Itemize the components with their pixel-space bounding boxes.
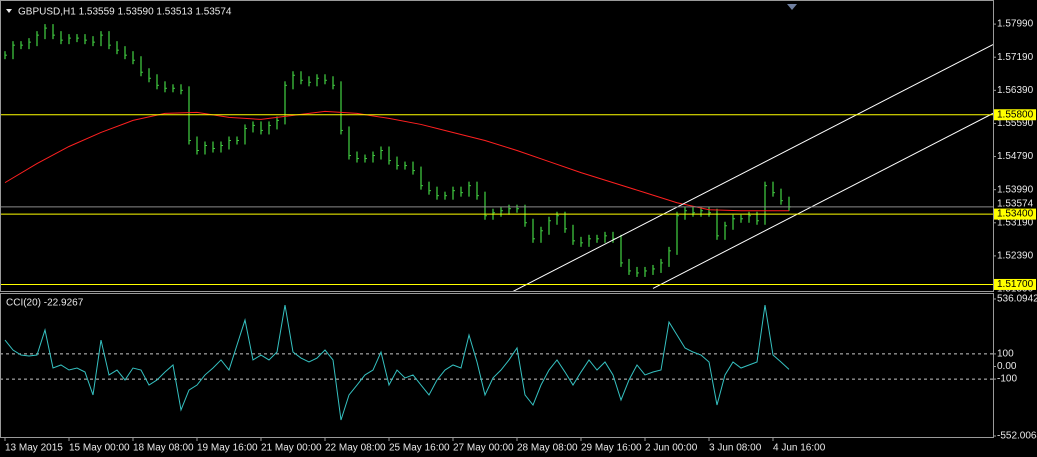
x-tick-label: 18 May 08:00: [133, 443, 194, 454]
y-tick-label: 536.0942: [997, 294, 1037, 305]
x-tick-label: 27 May 00:00: [453, 443, 514, 454]
y-tick-label: 0.00: [997, 361, 1017, 372]
x-tick-label: 13 May 2015: [5, 443, 63, 454]
level-label-box: [994, 208, 1036, 220]
level-label: 1.53400: [997, 209, 1034, 220]
axes: 1.57990 1.57190 1.56390 1.55590 1.54790 1.539…: [4, 19, 1037, 454]
main-plot: [1, 24, 993, 291]
y-tick-label: -552.0064: [997, 431, 1037, 442]
indicator-title: CCI(20) -22.9267: [6, 298, 84, 309]
chart-title: GBPUSD,H1 1.53559 1.53590 1.53513 1.5357…: [18, 7, 232, 18]
y-tick-label: 1.57990: [997, 19, 1034, 30]
y-tick-label: 1.53990: [997, 184, 1034, 195]
indicator-line: [4, 304, 790, 421]
level-label-box: [994, 278, 1036, 290]
y-tick-label: 1.57190: [997, 52, 1034, 63]
y-tick-label: 1.56390: [997, 85, 1034, 96]
trend-line: [652, 112, 993, 289]
x-tick-label: 25 May 16:00: [389, 443, 450, 454]
x-tick-label: 15 May 00:00: [69, 443, 130, 454]
shift-marker[interactable]: [787, 4, 797, 10]
x-tick-label: 3 Jun 08:00: [709, 443, 762, 454]
y-tick-label: -100: [997, 374, 1017, 385]
x-tick-label: 21 May 00:00: [261, 443, 322, 454]
trend-line: [512, 44, 993, 291]
y-tick-label: 100: [997, 349, 1014, 360]
level-label-box: [994, 109, 1036, 121]
moving-average: [4, 110, 789, 212]
y-tick-label: 1.52390: [997, 251, 1034, 262]
menu-arrow[interactable]: [6, 9, 12, 13]
main-frame: [0, 0, 994, 292]
x-tick-label: 4 Jun 16:00: [773, 443, 826, 454]
cci-frame: [0, 293, 994, 438]
y-tick-label: 1.54790: [997, 151, 1034, 162]
x-tick-label: 22 May 08:00: [325, 443, 386, 454]
level-label: 1.51700: [997, 279, 1034, 290]
x-tick-label: 28 May 08:00: [517, 443, 578, 454]
cci-plot: [1, 304, 993, 421]
x-tick-label: 29 May 16:00: [581, 443, 642, 454]
x-tick-label: 2 Jun 00:00: [645, 443, 698, 454]
x-tick-label: 19 May 16:00: [197, 443, 258, 454]
y-tick-label: 1.55590: [997, 118, 1034, 129]
current-price-label: 1.53574: [997, 199, 1034, 210]
level-label: 1.55800: [997, 109, 1034, 120]
y-tick-label: 1.53190: [997, 217, 1034, 228]
